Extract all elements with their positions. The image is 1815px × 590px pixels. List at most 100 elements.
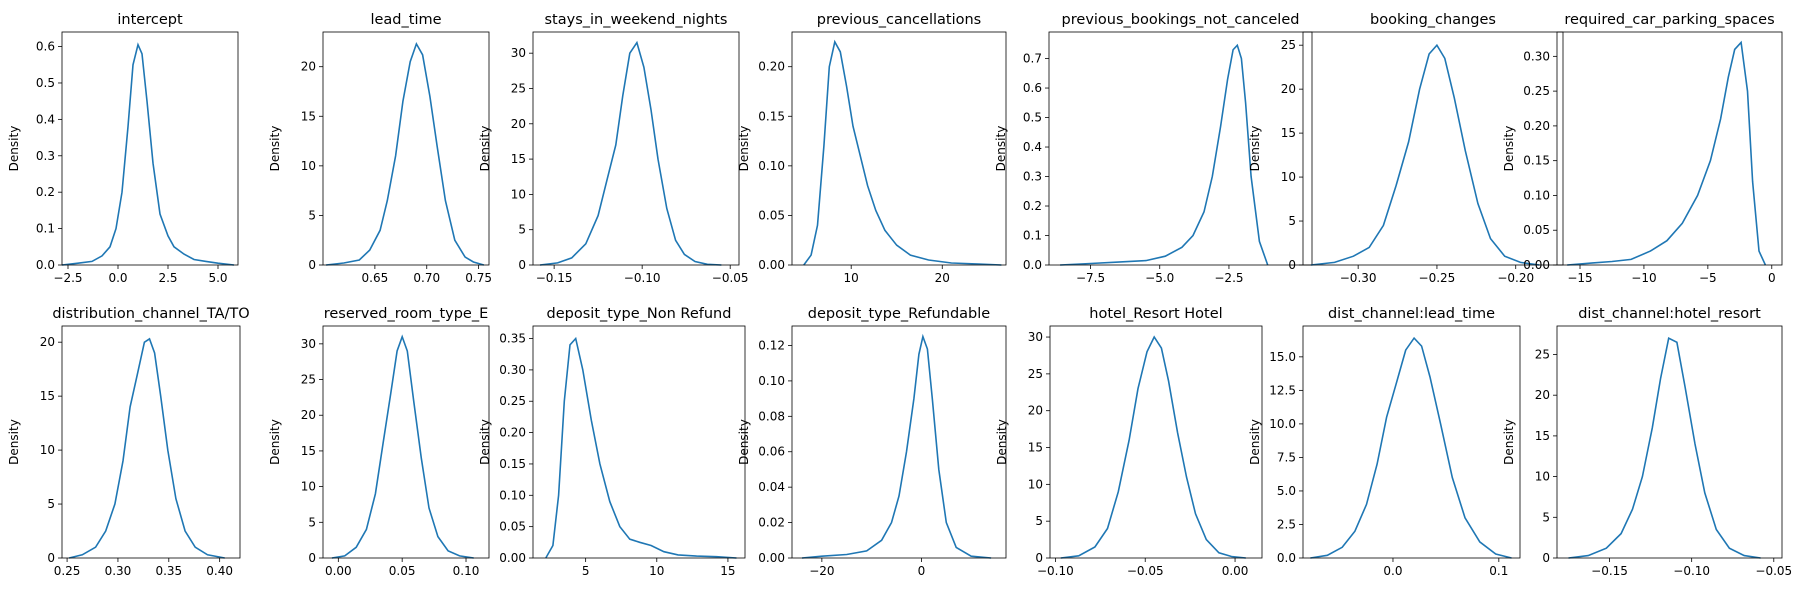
y-axis-label: Density [1248, 126, 1262, 172]
density-curve [1310, 336, 1512, 559]
y-tick-label: 0.0 [1277, 551, 1296, 565]
y-tick-label: 5 [308, 515, 316, 529]
subplot-title: deposit_type_Refundable [808, 306, 991, 322]
y-tick-label: 0 [1288, 258, 1296, 272]
y-tick-label: 15 [1281, 126, 1296, 140]
subplot-2: lead_time Density 0.65 0.70 0.75 0 5 10 15 20 [268, 12, 492, 285]
axes-frame [61, 31, 239, 266]
density-curve [331, 334, 474, 559]
y-tick-label: 0 [308, 551, 316, 565]
x-tick-label: −0.05 [712, 271, 749, 285]
x-tick-label: −0.10 [624, 271, 661, 285]
y-tick-label: 0.15 [499, 457, 526, 471]
density-curve [68, 337, 225, 559]
y-tick-label: 0.5 [1023, 111, 1042, 125]
y-tick-label: 0.15 [1523, 154, 1550, 168]
density-curve [1310, 43, 1540, 266]
y-tick-label: 2.5 [1277, 517, 1296, 531]
x-tick-label: 2.5 [158, 271, 177, 285]
y-tick-label: 0 [518, 258, 526, 272]
y-tick-label: 25 [1535, 347, 1550, 361]
subplot-title: hotel_Resort Hotel [1089, 306, 1222, 322]
y-tick-label: 0.05 [499, 520, 526, 534]
y-tick-label: 0.1 [1023, 229, 1042, 243]
axes-frame [532, 325, 746, 559]
density-curve [61, 42, 235, 266]
y-tick-label: 0.3 [36, 149, 55, 163]
y-tick-label: 20 [40, 335, 55, 349]
y-axis-label: Density [7, 419, 21, 465]
x-tick-label: 0.35 [155, 564, 182, 578]
subplot-title: dist_channel:lead_time [1328, 306, 1495, 322]
y-tick-label: 5 [518, 223, 526, 237]
y-tick-label: 0.2 [36, 185, 55, 199]
y-tick-label: 5 [1288, 214, 1296, 228]
x-tick-label: 0.0 [1383, 564, 1402, 578]
x-tick-label: 5.0 [208, 271, 227, 285]
x-tick-label: 0.10 [453, 564, 480, 578]
y-tick-label: 5 [1035, 514, 1043, 528]
y-tick-label: 0.4 [1023, 140, 1042, 154]
y-tick-label: 20 [511, 117, 526, 131]
y-axis-label: Density [7, 126, 21, 172]
y-tick-label: 0.20 [758, 60, 785, 74]
y-tick-label: 0.25 [499, 394, 526, 408]
axes-frame [791, 325, 1007, 559]
x-tick-label: 15 [720, 564, 735, 578]
x-tick-label: 5 [582, 564, 590, 578]
y-axis-label: Density [478, 126, 492, 172]
x-tick-label: 10 [844, 271, 859, 285]
y-tick-label: 30 [511, 46, 526, 60]
y-tick-label: 0 [47, 551, 55, 565]
y-tick-label: 0.1 [36, 222, 55, 236]
y-tick-label: 15 [1535, 429, 1550, 443]
y-tick-label: 0.6 [36, 40, 55, 54]
y-tick-label: 0.10 [758, 159, 785, 173]
x-tick-label: −0.10 [1673, 564, 1710, 578]
subplot-title: required_car_parking_spaces [1564, 12, 1774, 28]
subplot-13: dist_channel:lead_time Density 0.0 0.1 0.0 2.… [1248, 306, 1521, 578]
subplot-title: booking_changes [1370, 12, 1496, 28]
y-tick-label: 0.25 [1523, 84, 1550, 98]
y-tick-label: 0.05 [758, 208, 785, 222]
x-tick-label: 0.1 [1489, 564, 1508, 578]
subplot-title: distribution_channel_TA/TO [52, 306, 249, 322]
y-tick-label: 20 [1535, 388, 1550, 402]
subplot-title: lead_time [370, 12, 441, 28]
axes-frame [1302, 31, 1564, 266]
y-tick-label: 25 [1281, 38, 1296, 52]
subplot-5: previous_bookings_not_canceled Density −7.… [994, 12, 1313, 285]
y-tick-label: 5.0 [1277, 484, 1296, 498]
y-axis-label: Density [1248, 419, 1262, 465]
x-tick-label: 0.25 [54, 564, 81, 578]
y-tick-label: 0.0 [1023, 258, 1042, 272]
x-tick-label: −0.20 [1497, 271, 1534, 285]
y-axis-label: Density [737, 126, 751, 172]
y-tick-label: 15 [511, 152, 526, 166]
y-tick-label: 0.00 [758, 551, 785, 565]
x-tick-label: −0.05 [1755, 564, 1792, 578]
y-tick-label: 15 [301, 444, 316, 458]
y-tick-label: 10 [1535, 470, 1550, 484]
y-axis-label: Density [478, 419, 492, 465]
x-tick-label: −2.5 [53, 271, 82, 285]
subplot-title: previous_bookings_not_canceled [1062, 12, 1300, 28]
y-tick-label: 0.10 [499, 488, 526, 502]
density-curve [801, 333, 992, 559]
x-tick-label: −0.10 [1037, 564, 1074, 578]
density-curve [326, 41, 485, 266]
density-curve [803, 39, 1002, 266]
subplot-title: stays_in_weekend_nights [545, 12, 728, 28]
x-tick-label: 0.00 [1222, 564, 1249, 578]
y-tick-label: 30 [301, 337, 316, 351]
y-tick-label: 0.15 [758, 109, 785, 123]
y-tick-label: 15 [301, 109, 316, 123]
x-tick-label: −5.0 [1145, 271, 1174, 285]
y-tick-label: 30 [1028, 330, 1043, 344]
y-tick-label: 15 [40, 389, 55, 403]
y-axis-label: Density [994, 126, 1008, 172]
y-tick-label: 0 [1542, 551, 1550, 565]
x-tick-label: −0.30 [1340, 271, 1377, 285]
